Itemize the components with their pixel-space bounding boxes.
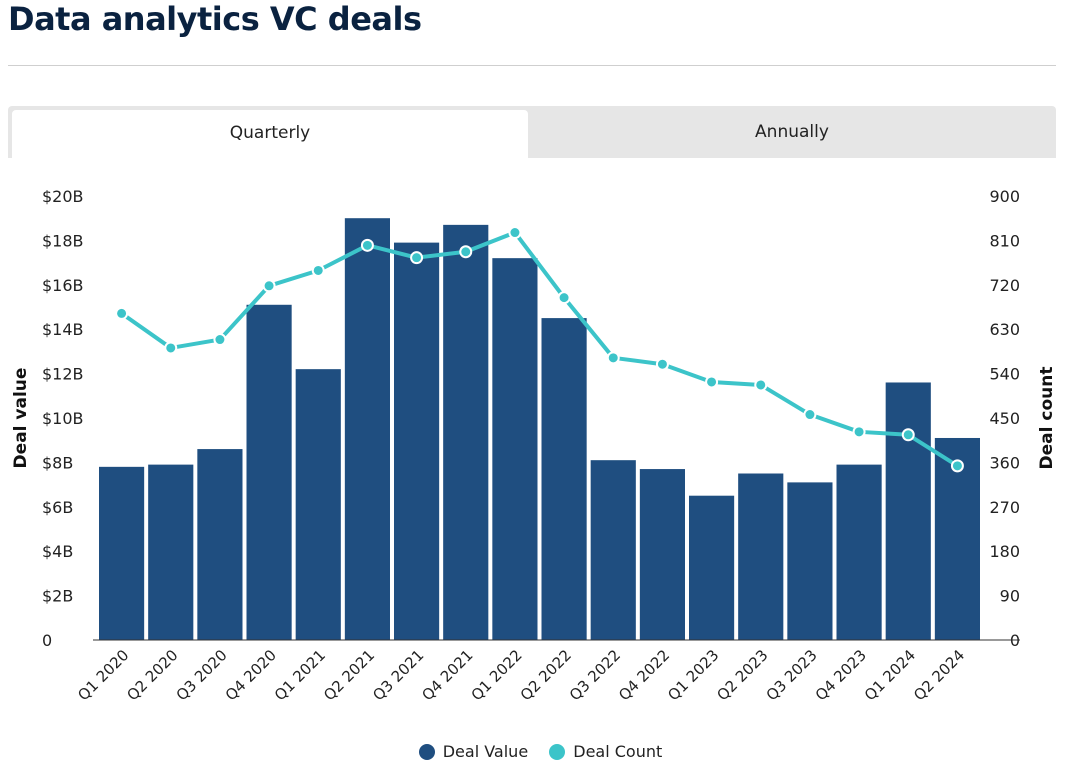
- y-right-tick-label: 720: [989, 276, 1020, 295]
- point-deal-count: [508, 226, 522, 240]
- bar-deal-value: [689, 495, 735, 640]
- x-tick-label: Q1 2020: [74, 646, 132, 704]
- x-tick-label: Q2 2021: [320, 646, 378, 704]
- x-tick-label: Q3 2021: [369, 646, 427, 704]
- x-tick-label: Q2 2023: [713, 646, 771, 704]
- x-tick-label: Q1 2023: [664, 646, 722, 704]
- bar-deal-value: [639, 469, 685, 640]
- legend-label-deal-value: Deal Value: [442, 742, 529, 761]
- bar-deal-value: [738, 473, 784, 640]
- bar-deal-value: [590, 460, 636, 640]
- legend-item-deal-count[interactable]: Deal Count: [549, 742, 662, 761]
- page-title: Data analytics VC deals: [8, 0, 422, 38]
- point-deal-count: [803, 408, 817, 422]
- bar-deal-value: [295, 369, 341, 640]
- y-right-tick-label: 900: [989, 187, 1020, 206]
- bar-deal-value: [344, 218, 390, 640]
- point-deal-count: [164, 341, 178, 355]
- y-right-tick-label: 90: [1000, 587, 1020, 606]
- y-right-axis-title: Deal count: [1037, 367, 1057, 470]
- bar-deal-value: [787, 482, 833, 640]
- bar-deal-value: [148, 464, 194, 640]
- deal-value-swatch-icon: [418, 743, 435, 760]
- x-tick-label: Q1 2021: [271, 646, 329, 704]
- x-tick-label: Q2 2024: [910, 646, 968, 704]
- y-right-tick-label: 270: [989, 498, 1020, 517]
- x-tick-label: Q3 2020: [173, 646, 231, 704]
- point-deal-count: [262, 279, 276, 293]
- bar-deal-value: [394, 242, 440, 640]
- y-left-tick-label: $16B: [42, 276, 84, 295]
- x-tick-label: Q4 2021: [418, 646, 476, 704]
- deals-chart: 0$2B$4B$6B$8B$10B$12B$14B$16B$18B$20B090…: [11, 187, 1057, 704]
- chart-legend: Deal Value Deal Count: [0, 742, 1081, 764]
- x-tick-label: Q2 2022: [517, 646, 575, 704]
- deal-count-swatch-icon: [549, 743, 566, 760]
- bar-deal-value: [197, 449, 243, 640]
- x-tick-label: Q1 2022: [468, 646, 526, 704]
- point-deal-count: [213, 333, 227, 347]
- tab-bar: Quarterly Annually: [8, 106, 1056, 158]
- legend-item-deal-value[interactable]: Deal Value: [418, 742, 529, 761]
- y-left-tick-label: $2B: [42, 587, 73, 606]
- point-deal-count: [311, 263, 325, 277]
- y-left-tick-label: $4B: [42, 542, 73, 561]
- x-tick-label: Q1 2024: [861, 646, 919, 704]
- point-deal-count: [115, 306, 129, 320]
- x-tick-label: Q3 2023: [763, 646, 821, 704]
- y-right-tick-label: 180: [989, 542, 1020, 561]
- y-left-axis-title: Deal value: [11, 368, 31, 469]
- y-left-tick-label: 0: [42, 631, 52, 650]
- bar-deal-value: [836, 464, 882, 640]
- y-left-tick-label: $6B: [42, 498, 73, 517]
- point-deal-count: [950, 459, 964, 473]
- point-deal-count: [655, 357, 669, 371]
- bar-deal-value: [99, 466, 145, 640]
- point-deal-count: [410, 251, 424, 265]
- y-right-tick-label: 810: [989, 231, 1020, 250]
- x-tick-label: Q4 2020: [222, 646, 280, 704]
- point-deal-count: [557, 291, 571, 305]
- tab-annually[interactable]: Annually: [755, 122, 829, 142]
- y-left-tick-label: $12B: [42, 365, 84, 384]
- point-deal-count: [901, 428, 915, 442]
- tab-quarterly[interactable]: Quarterly: [12, 110, 528, 158]
- point-deal-count: [705, 375, 719, 389]
- x-tick-label: Q4 2023: [812, 646, 870, 704]
- legend-label-deal-count: Deal Count: [573, 742, 663, 761]
- x-tick-label: Q2 2020: [123, 646, 181, 704]
- title-divider: [8, 65, 1056, 66]
- point-deal-count: [754, 378, 768, 392]
- y-right-tick-label: 540: [989, 365, 1020, 384]
- x-tick-label: Q4 2022: [615, 646, 673, 704]
- point-deal-count: [606, 351, 620, 365]
- point-deal-count: [852, 425, 866, 439]
- bar-deal-value: [541, 318, 587, 640]
- y-right-tick-label: 630: [989, 320, 1020, 339]
- y-left-tick-label: $18B: [42, 231, 84, 250]
- y-right-tick-label: 450: [989, 409, 1020, 428]
- point-deal-count: [459, 245, 473, 259]
- point-deal-count: [360, 238, 374, 252]
- y-left-tick-label: $8B: [42, 453, 73, 472]
- y-left-tick-label: $20B: [42, 187, 84, 206]
- bar-deal-value: [443, 224, 489, 641]
- y-right-tick-label: 360: [989, 453, 1020, 472]
- y-left-tick-label: $14B: [42, 320, 84, 339]
- bar-deal-value: [885, 382, 931, 640]
- y-left-tick-label: $10B: [42, 409, 84, 428]
- bar-deal-value: [246, 304, 292, 640]
- bar-deal-value: [492, 258, 538, 640]
- x-tick-label: Q3 2022: [566, 646, 624, 704]
- line-deal-count: [120, 230, 959, 468]
